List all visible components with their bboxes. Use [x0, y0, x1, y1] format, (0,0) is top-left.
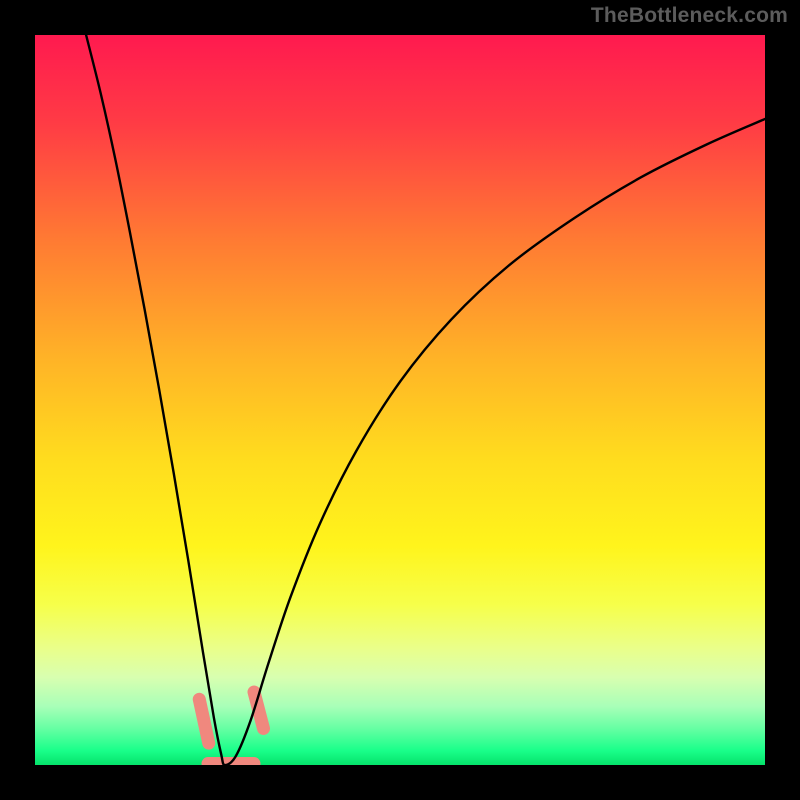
bottleneck-curve	[86, 35, 765, 765]
marker-knots	[199, 692, 263, 764]
marker-knot	[199, 699, 208, 743]
figure-frame: TheBottleneck.com	[0, 0, 800, 800]
plot-area	[35, 35, 765, 765]
curve-layer	[35, 35, 765, 765]
watermark-text: TheBottleneck.com	[591, 4, 788, 28]
